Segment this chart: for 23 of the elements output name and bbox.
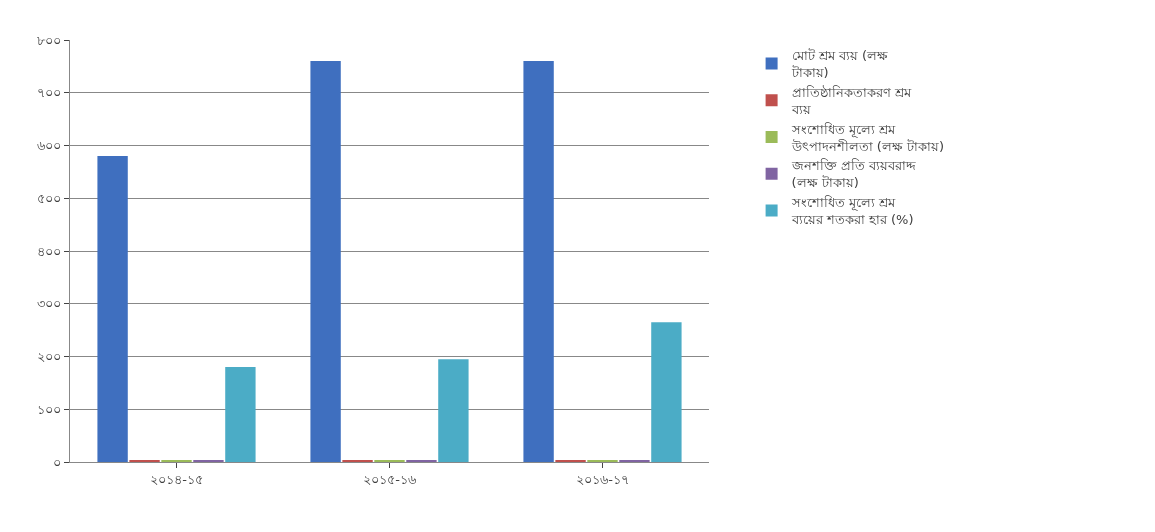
- x-tick-label: ২০১৫-১৬: [363, 471, 417, 487]
- bar: [97, 156, 128, 462]
- y-tick-label: ৪০০: [37, 243, 62, 259]
- legend-label: জনশক্তি প্রতি ব্যয়বরাদ্দ (লক্ষ টাকায়): [790, 158, 916, 191]
- bar: [310, 61, 341, 462]
- legend-label: সংশোধিত মূল্যে শ্রম উৎপাদনশীলতা (লক্ষ টাকায়): [790, 121, 945, 154]
- y-tick-label: ১০০: [37, 401, 62, 417]
- bar: [523, 61, 554, 462]
- legend-label: মোট শ্রম ব্যয় (লক্ষ টাকায়): [790, 48, 889, 80]
- bar: [651, 322, 682, 462]
- legend-label: প্রাতিষ্ঠানিকতাকরণ শ্রম ব্যয়: [790, 84, 912, 117]
- y-tick-label: ৩০০: [37, 296, 62, 312]
- y-tick-label: ৫০০: [37, 190, 62, 206]
- bar: [438, 359, 469, 462]
- y-tick-label: ২০০: [37, 349, 62, 365]
- x-tick-label: ২০১৪-১৫: [150, 471, 203, 487]
- y-tick-label: ৬০০: [37, 138, 62, 154]
- legend-label: সংশোধিত মূল্যে শ্রম ব্যয়ের শতকরা হার (%): [790, 195, 914, 228]
- x-tick-label: ২০১৬-১৭: [576, 471, 629, 487]
- bar: [225, 367, 256, 462]
- y-tick-label: ৮০০: [37, 32, 62, 48]
- y-tick-label: ০: [53, 454, 62, 470]
- y-tick-label: ৭০০: [37, 85, 62, 101]
